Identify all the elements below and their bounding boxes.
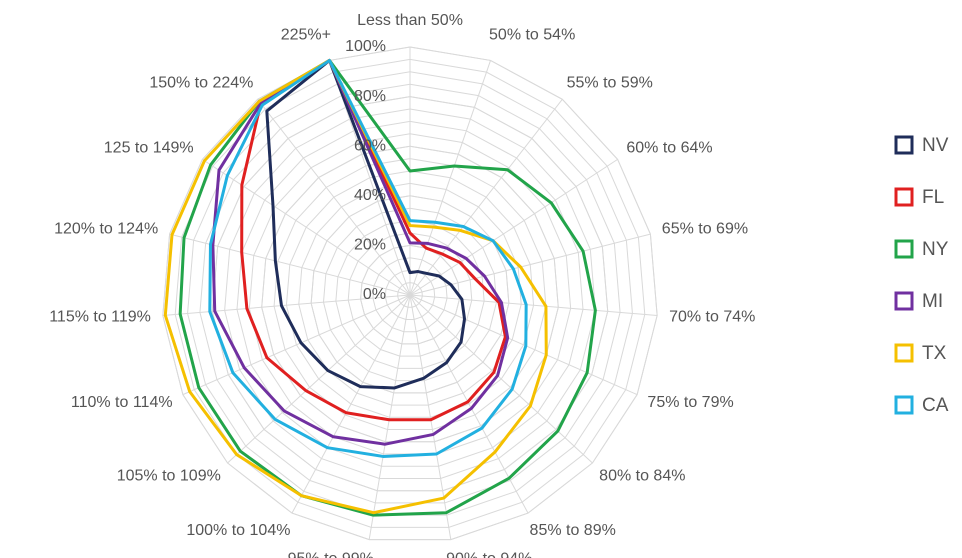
minor-grid-ring — [224, 108, 596, 479]
category-label: 80% to 84% — [599, 468, 685, 485]
spoke — [291, 294, 411, 514]
spoke — [409, 233, 651, 296]
spoke — [409, 158, 618, 296]
spoke — [409, 294, 593, 464]
spoke — [162, 294, 411, 316]
legend-swatch — [894, 187, 914, 207]
category-label: 50% to 54% — [489, 27, 575, 44]
series-line — [265, 58, 467, 390]
minor-grid-ring — [397, 282, 423, 308]
category-label: 75% to 79% — [647, 394, 733, 411]
series-line — [208, 58, 528, 458]
category-label: 100% to 104% — [186, 522, 290, 539]
minor-grid-ring — [335, 220, 485, 369]
legend-swatch — [894, 239, 914, 259]
y-tick-label: 60% — [354, 137, 386, 154]
y-tick-label: 20% — [354, 237, 386, 254]
category-label: 85% to 89% — [530, 522, 616, 539]
legend-label: TX — [922, 343, 947, 364]
category-label: 150% to 224% — [149, 75, 253, 92]
series-line — [240, 58, 507, 422]
spoke — [409, 294, 529, 514]
category-label: 125 to 149% — [104, 140, 194, 157]
spoke — [202, 158, 411, 296]
spoke — [368, 294, 411, 540]
category-label: 105% to 109% — [117, 468, 221, 485]
legend-swatch — [894, 135, 914, 155]
series-line — [178, 58, 597, 517]
legend-label: FL — [922, 187, 944, 208]
category-label: 120% to 124% — [54, 220, 158, 237]
y-tick-label: 100% — [345, 38, 386, 55]
category-label: 90% to 94% — [446, 551, 532, 558]
y-tick-label: 40% — [354, 187, 386, 204]
category-label: 70% to 74% — [669, 308, 755, 325]
category-label: 60% to 64% — [626, 140, 712, 157]
legend-label: NY — [922, 239, 949, 260]
legend-swatch — [894, 343, 914, 363]
category-label: 55% to 59% — [567, 75, 653, 92]
minor-grid-ring — [199, 83, 621, 504]
category-label: 95% to 99% — [288, 551, 374, 558]
grid-ring — [360, 244, 460, 345]
spoke — [409, 98, 563, 296]
legend-label: MI — [922, 291, 943, 312]
category-label: 115% to 119% — [49, 308, 151, 325]
minor-grid-ring — [322, 207, 498, 382]
y-tick-label: 0% — [363, 286, 386, 303]
minor-grid-ring — [236, 120, 584, 467]
minor-grid-ring — [174, 58, 646, 528]
category-label: 225%+ — [281, 27, 331, 44]
minor-grid-ring — [273, 158, 547, 431]
grid-ring — [211, 96, 609, 492]
minor-grid-ring — [384, 269, 436, 320]
category-label: 65% to 69% — [662, 220, 748, 237]
legend-swatch — [894, 395, 914, 415]
minor-grid-ring — [285, 170, 535, 418]
spoke — [409, 294, 638, 396]
spoke — [257, 98, 411, 296]
category-label: 110% to 114% — [71, 394, 173, 411]
spoke — [409, 294, 658, 316]
y-tick-label: 80% — [354, 88, 386, 105]
category-label: Less than 50% — [357, 12, 463, 29]
legend-label: CA — [922, 395, 949, 416]
minor-grid-ring — [298, 182, 522, 406]
series-line — [211, 58, 510, 446]
spoke — [227, 294, 411, 464]
legend-label: NV — [922, 135, 949, 156]
grid-ring — [261, 145, 559, 443]
spoke — [182, 294, 411, 396]
spoke — [409, 60, 491, 296]
legend-swatch — [894, 291, 914, 311]
grid-ring — [162, 46, 658, 541]
